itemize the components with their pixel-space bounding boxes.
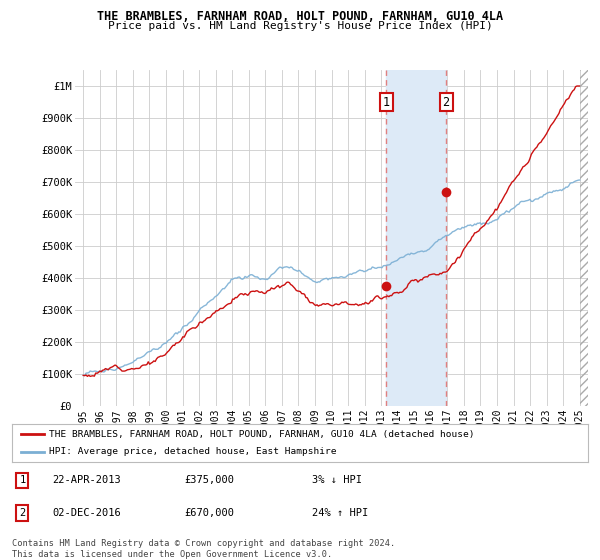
Text: 3% ↓ HPI: 3% ↓ HPI xyxy=(311,475,362,486)
Text: THE BRAMBLES, FARNHAM ROAD, HOLT POUND, FARNHAM, GU10 4LA: THE BRAMBLES, FARNHAM ROAD, HOLT POUND, … xyxy=(97,10,503,23)
Text: 1: 1 xyxy=(19,475,25,486)
Text: £375,000: £375,000 xyxy=(185,475,235,486)
Text: Contains HM Land Registry data © Crown copyright and database right 2024.
This d: Contains HM Land Registry data © Crown c… xyxy=(12,539,395,559)
Text: 24% ↑ HPI: 24% ↑ HPI xyxy=(311,508,368,517)
Text: 02-DEC-2016: 02-DEC-2016 xyxy=(52,508,121,517)
Text: 2: 2 xyxy=(442,96,449,109)
Bar xyxy=(386,70,446,406)
Text: THE BRAMBLES, FARNHAM ROAD, HOLT POUND, FARNHAM, GU10 4LA (detached house): THE BRAMBLES, FARNHAM ROAD, HOLT POUND, … xyxy=(49,430,475,438)
Bar xyxy=(580,70,588,406)
Text: 2: 2 xyxy=(19,508,25,517)
Text: £670,000: £670,000 xyxy=(185,508,235,517)
Text: HPI: Average price, detached house, East Hampshire: HPI: Average price, detached house, East… xyxy=(49,447,337,456)
Text: Price paid vs. HM Land Registry's House Price Index (HPI): Price paid vs. HM Land Registry's House … xyxy=(107,21,493,31)
Text: 1: 1 xyxy=(383,96,390,109)
Text: 22-APR-2013: 22-APR-2013 xyxy=(52,475,121,486)
